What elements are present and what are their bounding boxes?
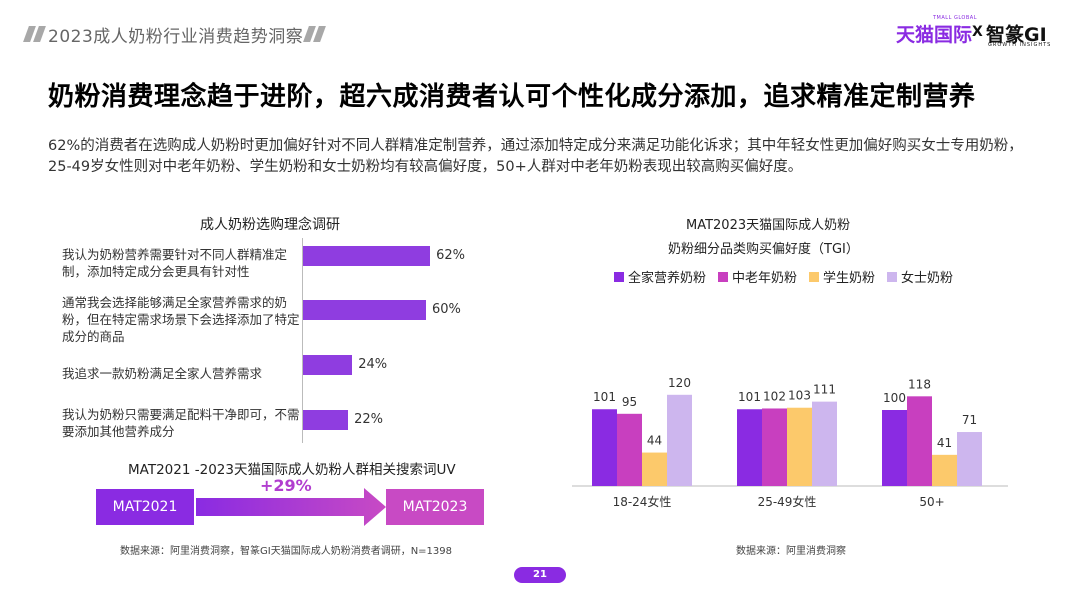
tgi-bar	[812, 401, 837, 486]
tgi-value-label: 103	[788, 389, 811, 403]
left-chart-bar	[303, 355, 353, 375]
tgi-value-label: 102	[763, 389, 786, 403]
legend-item: 女士奶粉	[887, 267, 953, 286]
legend-label: 学生奶粉	[823, 271, 876, 286]
tgi-bar	[667, 394, 692, 486]
tgi-value-label: 120	[668, 376, 691, 390]
right-chart-subtitle: 奶粉细分品类购买偏好度（TGI）	[668, 242, 859, 257]
tgi-bar	[907, 396, 932, 486]
right-chart-legend: 全家营养奶粉 中老年奶粉 学生奶粉 女士奶粉	[614, 267, 953, 286]
legend-label: 全家营养奶粉	[628, 271, 707, 286]
left-chart-category-label: 通常我会选择能够满足全家营养需求的奶粉，但在特定需求场景下会选择添加了特定成分的…	[62, 295, 300, 344]
tgi-bar	[882, 410, 907, 486]
tgi-value-label: 95	[622, 395, 637, 409]
uv-growth-rate: +29%	[260, 476, 312, 495]
left-chart-value-label: 24%	[358, 357, 388, 372]
tmall-logo-subtext: TMALL GLOBAL	[933, 15, 978, 21]
legend-item: 全家营养奶粉	[614, 267, 706, 286]
tgi-bar	[932, 454, 957, 486]
growth-arrow-icon	[196, 488, 386, 526]
left-chart-value-label: 60%	[432, 302, 461, 317]
legend-swatch	[887, 271, 898, 282]
intro-paragraph: 62%的消费者在选购成人奶粉时更加偏好针对不同人群精准定制营养，通过添加特定成分…	[48, 138, 1023, 175]
uv-section-title: MAT2021 -2023天猫国际成人奶粉人群相关搜索词UV	[128, 462, 456, 478]
tgi-bar	[642, 452, 667, 486]
right-chart-title: MAT2023天猫国际成人奶粉	[686, 218, 851, 233]
zhizhuan-gi-logo: 智篆GI	[986, 24, 1047, 46]
tgi-value-label: 41	[937, 436, 952, 450]
tgi-bar	[762, 408, 787, 486]
header-slash-decor-left	[23, 26, 46, 42]
header-slash-decor-right	[303, 26, 326, 42]
tgi-bar	[957, 432, 982, 486]
legend-label: 女士奶粉	[901, 271, 954, 286]
left-chart-bar	[303, 300, 426, 320]
tgi-category-label: 25-49女性	[758, 494, 817, 509]
left-data-source: 数据来源：阿里消费洞察，智篆GI天猫国际成人奶粉消费者调研，N=1398	[120, 546, 453, 557]
uv-from-box: MAT2021	[96, 489, 194, 525]
legend-swatch	[718, 271, 729, 282]
zhizhuan-logo-subtext: GROWTH INSIGHTS	[988, 42, 1052, 48]
tgi-value-label: 111	[813, 383, 836, 397]
page-title: 奶粉消费理念趋于进阶，超六成消费者认可个性化成分添加，追求精准定制营养	[48, 82, 976, 112]
tgi-category-label: 18-24女性	[613, 494, 672, 509]
tgi-value-label: 101	[738, 390, 761, 404]
tgi-category-label: 50+	[919, 495, 944, 509]
left-chart-bar	[303, 246, 431, 266]
right-data-source: 数据来源：阿里消费洞察	[736, 546, 846, 557]
tgi-value-label: 71	[962, 413, 977, 427]
tgi-bar	[592, 409, 617, 486]
tgi-value-label: 44	[647, 434, 662, 448]
left-chart-axis	[302, 238, 303, 443]
legend-item: 学生奶粉	[809, 267, 875, 286]
left-chart-bar	[303, 410, 349, 430]
tgi-bar	[737, 409, 762, 486]
brand-cross-mark: X	[972, 24, 983, 40]
legend-label: 中老年奶粉	[732, 271, 798, 286]
tgi-value-label: 101	[593, 390, 616, 404]
left-chart-value-label: 62%	[436, 248, 465, 263]
tgi-bar	[617, 413, 642, 486]
page-number: 21	[514, 567, 566, 583]
header-title: 2023成人奶粉行业消费趋势洞察	[48, 27, 304, 47]
tmall-global-logo: 天猫国际	[896, 24, 973, 46]
legend-item: 中老年奶粉	[718, 267, 797, 286]
legend-swatch	[614, 271, 624, 282]
left-chart-title: 成人奶粉选购理念调研	[200, 217, 340, 233]
left-chart-value-label: 22%	[354, 412, 383, 427]
tgi-value-label: 100	[883, 391, 906, 405]
left-chart-category-label: 我认为奶粉只需要满足配料干净即可，不需要添加其他营养成分	[62, 407, 300, 439]
tgi-value-label: 118	[908, 377, 931, 391]
left-chart-category-label: 我认为奶粉营养需要针对不同人群精准定制，添加特定成分会更具有针对性	[62, 247, 288, 279]
uv-to-box: MAT2023	[386, 489, 484, 525]
left-chart-category-label: 我追求一款奶粉满足全家人营养需求	[62, 366, 263, 381]
legend-swatch	[809, 271, 820, 282]
tgi-bar	[787, 407, 812, 486]
